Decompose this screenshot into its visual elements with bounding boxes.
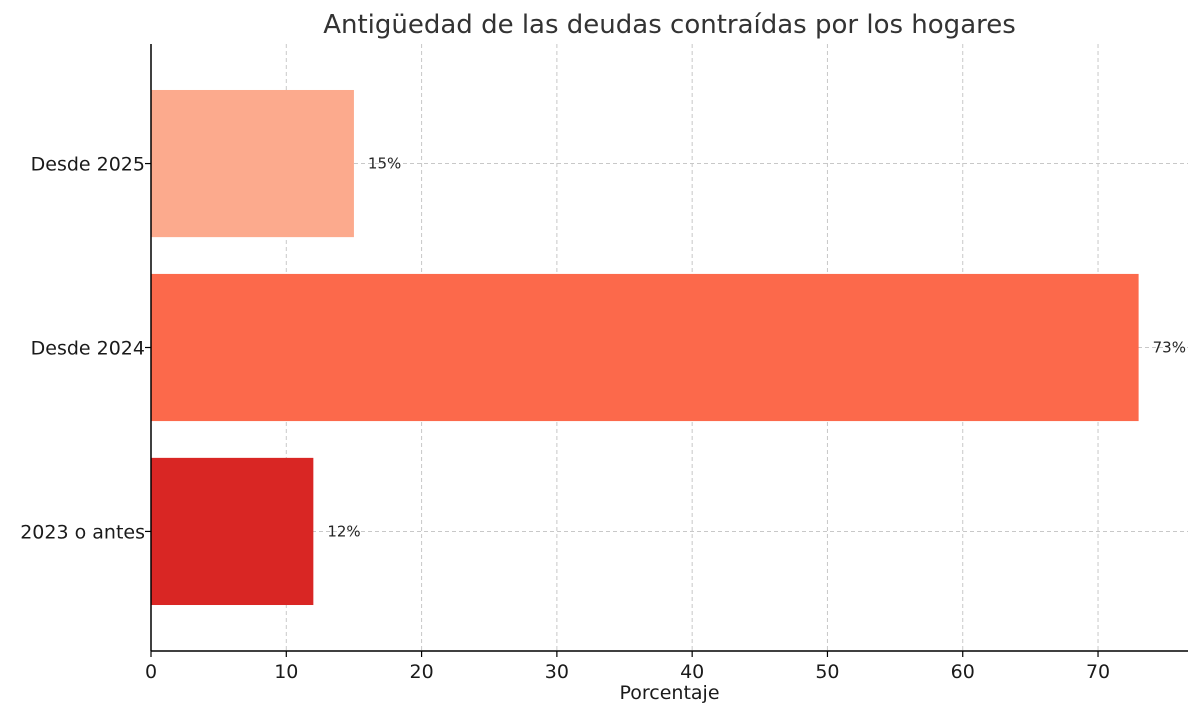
x-tick-label: 50 [815, 661, 839, 683]
x-tick-label: 20 [409, 661, 433, 683]
bar-desde-2024 [151, 273, 1139, 422]
x-tick-label: 70 [1086, 661, 1110, 683]
x-axis-label: Porcentaje [619, 682, 719, 704]
x-tick-label: 60 [951, 661, 975, 683]
x-tick-label: 0 [145, 661, 157, 683]
bar-desde-2025 [151, 89, 354, 238]
data-label: 15% [368, 155, 401, 173]
axes [145, 44, 1188, 657]
chart-title: Antigüedad de las deudas contraídas por … [323, 10, 1016, 40]
y-tick-label: Desde 2024 [31, 338, 145, 360]
labels: 12% 73% 15% 0 10 20 30 40 50 60 70 2023 o antes Desd… [20, 154, 1186, 683]
x-tick-label: 10 [274, 661, 298, 683]
bars [151, 89, 1139, 606]
x-tick-label: 30 [545, 661, 569, 683]
bar-2023-o-antes [151, 457, 314, 606]
data-label: 12% [327, 522, 360, 540]
x-tick-label: 40 [680, 661, 704, 683]
data-label: 73% [1153, 339, 1186, 357]
y-tick-label: 2023 o antes [20, 521, 145, 543]
y-tick-label: Desde 2025 [31, 154, 145, 176]
